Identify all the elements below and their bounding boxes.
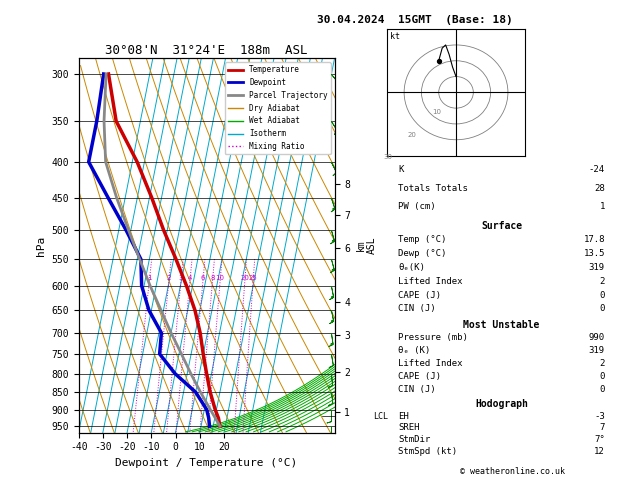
Text: © weatheronline.co.uk: © weatheronline.co.uk: [460, 467, 565, 476]
Text: 4: 4: [188, 275, 192, 280]
Text: 0: 0: [599, 372, 605, 381]
Legend: Temperature, Dewpoint, Parcel Trajectory, Dry Adiabat, Wet Adiabat, Isotherm, Mi: Temperature, Dewpoint, Parcel Trajectory…: [225, 62, 331, 154]
Text: 28: 28: [594, 184, 605, 193]
Text: 7: 7: [599, 423, 605, 432]
Text: Pressure (mb): Pressure (mb): [398, 333, 468, 342]
Text: θₑ(K): θₑ(K): [398, 263, 425, 272]
Text: Lifted Index: Lifted Index: [398, 277, 463, 286]
Text: -3: -3: [594, 412, 605, 420]
Y-axis label: km
ASL: km ASL: [356, 237, 377, 254]
Text: 7°: 7°: [594, 435, 605, 444]
Text: 0: 0: [599, 385, 605, 394]
Text: CAPE (J): CAPE (J): [398, 372, 442, 381]
Text: θₑ (K): θₑ (K): [398, 346, 431, 355]
Text: 990: 990: [589, 333, 605, 342]
Text: 319: 319: [589, 263, 605, 272]
Text: 0: 0: [599, 291, 605, 299]
Text: 2: 2: [599, 277, 605, 286]
Text: 1: 1: [599, 203, 605, 211]
Text: Lifted Index: Lifted Index: [398, 359, 463, 368]
Text: Hodograph: Hodograph: [475, 399, 528, 409]
Text: 8: 8: [210, 275, 214, 280]
Text: Temp (°C): Temp (°C): [398, 235, 447, 244]
Text: 30: 30: [383, 154, 392, 160]
Text: EH: EH: [398, 412, 409, 420]
Y-axis label: hPa: hPa: [36, 235, 46, 256]
Text: Totals Totals: Totals Totals: [398, 184, 468, 193]
Text: Surface: Surface: [481, 221, 522, 231]
Text: K: K: [398, 165, 404, 174]
Text: 1: 1: [147, 275, 152, 280]
Text: 2: 2: [599, 359, 605, 368]
Text: 30.04.2024  15GMT  (Base: 18): 30.04.2024 15GMT (Base: 18): [317, 15, 513, 25]
Text: Most Unstable: Most Unstable: [464, 320, 540, 330]
Text: StmDir: StmDir: [398, 435, 431, 444]
Text: StmSpd (kt): StmSpd (kt): [398, 447, 457, 455]
Text: 6: 6: [201, 275, 205, 280]
Text: 17.8: 17.8: [584, 235, 605, 244]
Text: -24: -24: [589, 165, 605, 174]
Text: kt: kt: [390, 32, 400, 41]
Text: 0: 0: [599, 304, 605, 313]
Text: PW (cm): PW (cm): [398, 203, 436, 211]
Text: SREH: SREH: [398, 423, 420, 432]
Text: 319: 319: [589, 346, 605, 355]
Text: CAPE (J): CAPE (J): [398, 291, 442, 299]
Title: 30°08'N  31°24'E  188m  ASL: 30°08'N 31°24'E 188m ASL: [105, 44, 308, 57]
Text: CIN (J): CIN (J): [398, 304, 436, 313]
Text: 20: 20: [240, 275, 249, 280]
Text: 2: 2: [167, 275, 171, 280]
Point: [434, 57, 444, 65]
Text: 10: 10: [431, 109, 441, 116]
Text: 13.5: 13.5: [584, 249, 605, 258]
Text: LCL: LCL: [373, 412, 388, 421]
Text: 12: 12: [594, 447, 605, 455]
Text: 3: 3: [179, 275, 183, 280]
Text: CIN (J): CIN (J): [398, 385, 436, 394]
Text: 25: 25: [249, 275, 257, 280]
Text: 10: 10: [216, 275, 225, 280]
Text: 20: 20: [408, 132, 416, 138]
Text: Dewp (°C): Dewp (°C): [398, 249, 447, 258]
X-axis label: Dewpoint / Temperature (°C): Dewpoint / Temperature (°C): [116, 458, 298, 468]
